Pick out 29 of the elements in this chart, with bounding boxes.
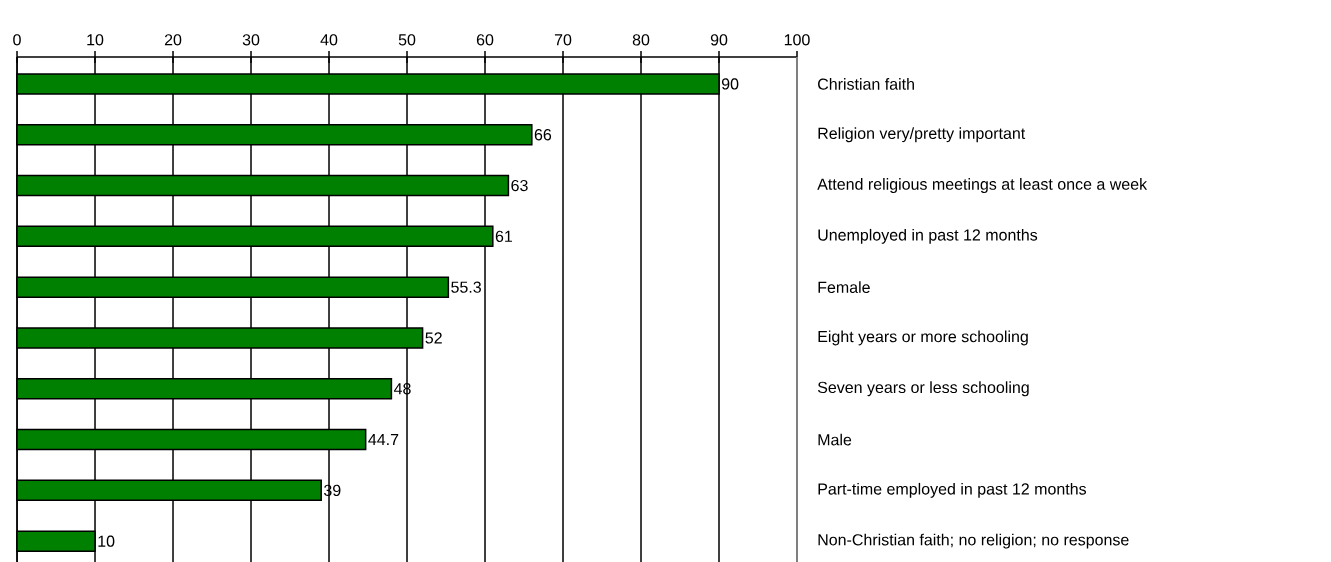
y-tick-label: Unemployed in past 12 months bbox=[818, 228, 1038, 244]
x-tick-label: 40 bbox=[320, 34, 338, 46]
y-tick-label: Female bbox=[818, 281, 870, 294]
x-tick-label: 50 bbox=[398, 34, 416, 46]
data-label: 55.3 bbox=[451, 281, 481, 293]
data-label: 66 bbox=[534, 129, 552, 141]
data-label: 52 bbox=[425, 332, 442, 344]
x-tick-label: 90 bbox=[710, 34, 728, 46]
x-tick-label: 0 bbox=[13, 34, 21, 46]
data-label: 63 bbox=[511, 179, 528, 192]
x-tick-label: 20 bbox=[164, 34, 182, 46]
x-tick-label: 100 bbox=[784, 34, 810, 46]
data-label: 90 bbox=[721, 78, 739, 90]
y-tick-label: Non-Christian faith; no religion; no response bbox=[818, 533, 1129, 549]
y-tick-label: Christian faith bbox=[818, 78, 914, 90]
x-tick-label: 60 bbox=[476, 34, 494, 46]
x-tick-label: 70 bbox=[554, 34, 572, 46]
data-label: 61 bbox=[495, 230, 513, 243]
y-tick-label: Attend religious meetings at least once a week bbox=[817, 178, 1148, 193]
data-label: 44.7 bbox=[368, 434, 399, 446]
y-tick-label: Religion very/pretty important bbox=[818, 127, 1026, 143]
x-tick-label: 30 bbox=[242, 34, 260, 46]
x-tick-label: 80 bbox=[632, 34, 650, 46]
data-label: 10 bbox=[98, 535, 115, 547]
y-tick-label: Part-time employed in past 12 months bbox=[818, 482, 1087, 498]
y-tick-label: Eight years or more schooling bbox=[818, 330, 1028, 346]
y-tick-label: Male bbox=[818, 433, 852, 446]
y-tick-label: Seven years or less schooling bbox=[817, 381, 1029, 397]
x-tick-label: 10 bbox=[87, 34, 104, 46]
